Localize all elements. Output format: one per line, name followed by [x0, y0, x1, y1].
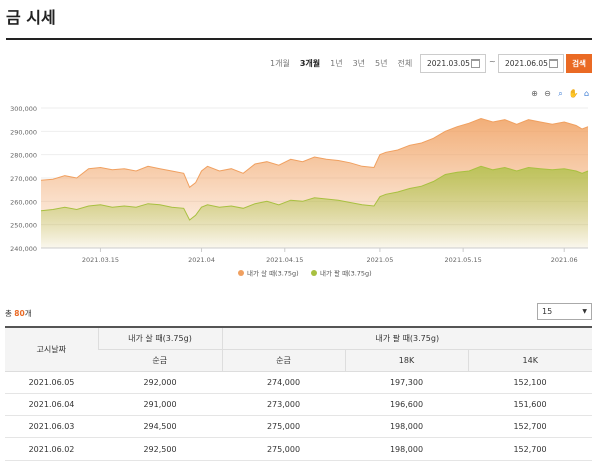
- y-tick-label: 300,000: [10, 105, 37, 113]
- header-sell-pure: 순금: [221, 349, 345, 372]
- cell-sell-pure: 275,000: [222, 437, 345, 461]
- cell-sell-14k: 151,600: [468, 393, 592, 417]
- start-date-value: 2021.03.05: [427, 59, 470, 68]
- cell-sell-pure: 274,000: [222, 371, 345, 394]
- table-row: 2021.06.02 292,500 275,000 198,000 152,7…: [5, 437, 592, 461]
- y-tick-label: 250,000: [10, 222, 37, 230]
- cell-buy-pure: 292,000: [98, 371, 222, 394]
- chart-toolbar: ⊕ ⊖ ⌕ ✋ ⌂: [530, 88, 591, 99]
- header-date: 고시날짜: [5, 326, 98, 372]
- tab-3-months[interactable]: 3개월: [299, 59, 321, 68]
- calendar-icon[interactable]: [549, 59, 558, 68]
- gold-price-chart: 300,000 290,000 280,000 270,000 260,000 250,0…: [10, 105, 589, 278]
- header-buy-group: 내가 살 때(3.75g): [97, 326, 222, 350]
- title-divider: [6, 38, 592, 40]
- series-line-buy: [40, 117, 589, 189]
- chevron-down-icon: ▼: [582, 308, 587, 315]
- total-suffix: 개: [24, 309, 32, 318]
- pan-hand-icon[interactable]: ✋: [568, 89, 579, 98]
- home-icon[interactable]: ⌂: [583, 89, 590, 98]
- y-tick-label: 240,000: [10, 245, 37, 253]
- x-tick-label: 2021.04.15: [266, 256, 303, 264]
- legend-label: 내가 살 때(3.75g): [247, 269, 299, 278]
- cell-sell-18k: 196,600: [345, 393, 468, 417]
- legend-marker: [311, 270, 317, 276]
- cell-sell-pure: 275,000: [222, 415, 345, 439]
- cell-sell-pure: 273,000: [222, 393, 345, 417]
- header-sell-18k: 18K: [344, 349, 468, 372]
- tab-1-year[interactable]: 1년: [330, 59, 343, 68]
- cell-date: 2021.06.03: [5, 415, 98, 439]
- search-button[interactable]: 검색: [566, 54, 592, 73]
- cell-sell-18k: 197,300: [345, 371, 468, 394]
- x-tick-label: 2021.05: [366, 256, 393, 264]
- header-buy-pure: 순금: [98, 349, 222, 372]
- table-row: 2021.06.04 291,000 273,000 196,600 151,6…: [5, 393, 592, 417]
- period-tabs: 1개월 3개월 1년 3년 5년 전체: [270, 58, 412, 69]
- x-tick-label: 2021.05.15: [445, 256, 482, 264]
- tab-1-month[interactable]: 1개월: [270, 59, 290, 68]
- zoom-in-icon[interactable]: ⊕: [531, 89, 538, 98]
- cell-sell-18k: 198,000: [345, 437, 468, 461]
- page-size-select[interactable]: 15 ▼: [537, 303, 592, 320]
- cell-buy-pure: 292,500: [98, 437, 222, 461]
- total-count-value: 80: [14, 309, 25, 318]
- y-tick-label: 270,000: [10, 175, 37, 183]
- end-date-value: 2021.06.05: [505, 59, 548, 68]
- cell-date: 2021.06.02: [5, 437, 98, 461]
- legend-marker: [238, 270, 244, 276]
- y-tick-label: 290,000: [10, 128, 37, 136]
- total-count: 총 80개: [5, 308, 32, 319]
- x-tick-label: 2021.06: [551, 256, 578, 264]
- series-line-sell: [40, 165, 589, 221]
- header-sell-group: 내가 팔 때(3.75g): [221, 326, 592, 350]
- cell-buy-pure: 294,500: [98, 415, 222, 439]
- table-row: 2021.06.03 294,500 275,000 198,000 152,7…: [5, 415, 592, 439]
- y-tick-label: 260,000: [10, 198, 37, 206]
- x-tick-label: 2021.04: [188, 256, 215, 264]
- cell-date: 2021.06.04: [5, 393, 98, 417]
- cell-date: 2021.06.05: [5, 371, 98, 394]
- tab-3-years[interactable]: 3년: [352, 59, 366, 68]
- price-table: 고시날짜 내가 살 때(3.75g) 내가 팔 때(3.75g) 순금 순금 1…: [5, 326, 592, 461]
- legend-label: 내가 팔 때(3.75g): [320, 269, 372, 278]
- cell-sell-14k: 152,100: [468, 371, 592, 394]
- y-tick-label: 280,000: [10, 152, 37, 160]
- header-sell-14k: 14K: [467, 349, 592, 372]
- cell-sell-14k: 152,700: [468, 415, 592, 439]
- page-title: 금 시세: [6, 8, 56, 27]
- zoom-out-icon[interactable]: ⊖: [544, 89, 551, 98]
- table-row: 2021.06.05 292,000 274,000 197,300 152,1…: [5, 371, 592, 394]
- tab-5-years[interactable]: 5년: [375, 59, 388, 68]
- x-tick-label: 2021.03.15: [82, 256, 119, 264]
- total-prefix: 총: [5, 309, 12, 318]
- tab-all[interactable]: 전체: [397, 59, 413, 68]
- page-size-value: 15: [542, 307, 553, 316]
- cell-sell-14k: 152,700: [468, 437, 592, 461]
- series-area-sell: [41, 166, 588, 248]
- calendar-icon[interactable]: [471, 59, 480, 68]
- date-separator: ~: [489, 57, 496, 66]
- magnifier-icon[interactable]: ⌕: [558, 88, 563, 98]
- cell-sell-18k: 198,000: [345, 415, 468, 439]
- start-date-input[interactable]: 2021.03.05: [420, 54, 486, 73]
- cell-buy-pure: 291,000: [98, 393, 222, 417]
- end-date-input[interactable]: 2021.06.05: [498, 54, 564, 73]
